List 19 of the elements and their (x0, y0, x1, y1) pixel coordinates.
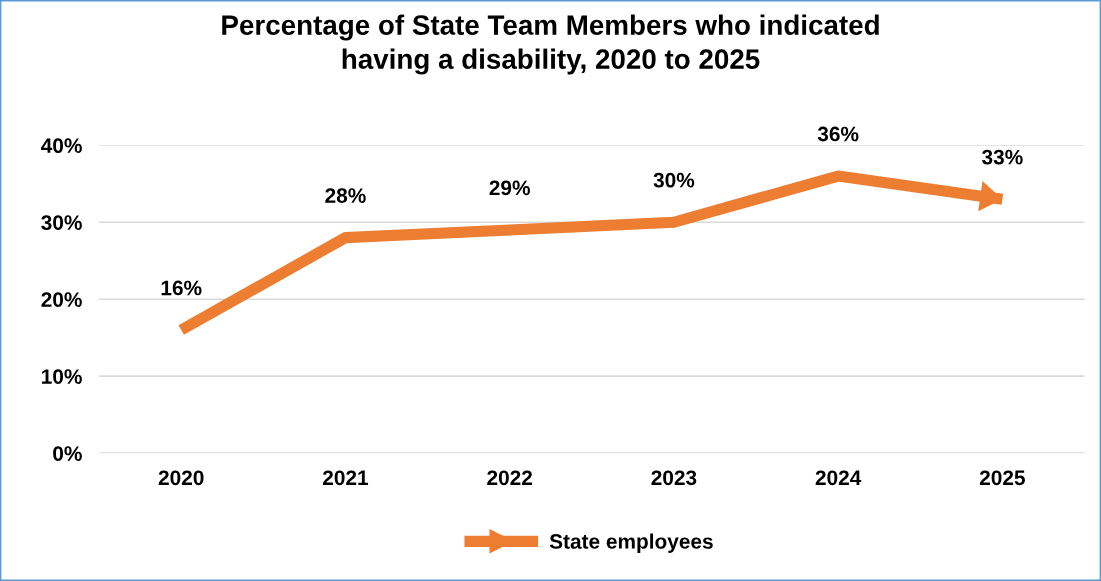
x-tick-label: 2020 (158, 470, 204, 486)
text: 29% (489, 180, 530, 196)
x-tick-label: 2024 (815, 470, 862, 486)
text: 16% (161, 280, 202, 296)
y-tick-label: 20% (41, 292, 82, 307)
x-tick-label: 2025 (979, 470, 1025, 486)
chart-title: Percentage of State Team Members who indicated having a disability, 2020 to 2025 (222, 14, 879, 75)
legend-label: State employees (549, 533, 713, 553)
y-tick-label: 10% (42, 369, 82, 384)
x-tick-label: 2021 (322, 470, 369, 486)
y-tick-label: 0% (53, 446, 82, 461)
y-tick-label: 40% (41, 138, 82, 153)
text: 28% (325, 188, 366, 203)
text: 36% (817, 126, 859, 142)
x-tick-label: 2022 (487, 470, 533, 486)
text: 30% (653, 172, 695, 188)
x-tick-label: 2023 (651, 470, 697, 486)
text: 33% (982, 149, 1023, 165)
y-tick-label: 30% (41, 215, 82, 231)
